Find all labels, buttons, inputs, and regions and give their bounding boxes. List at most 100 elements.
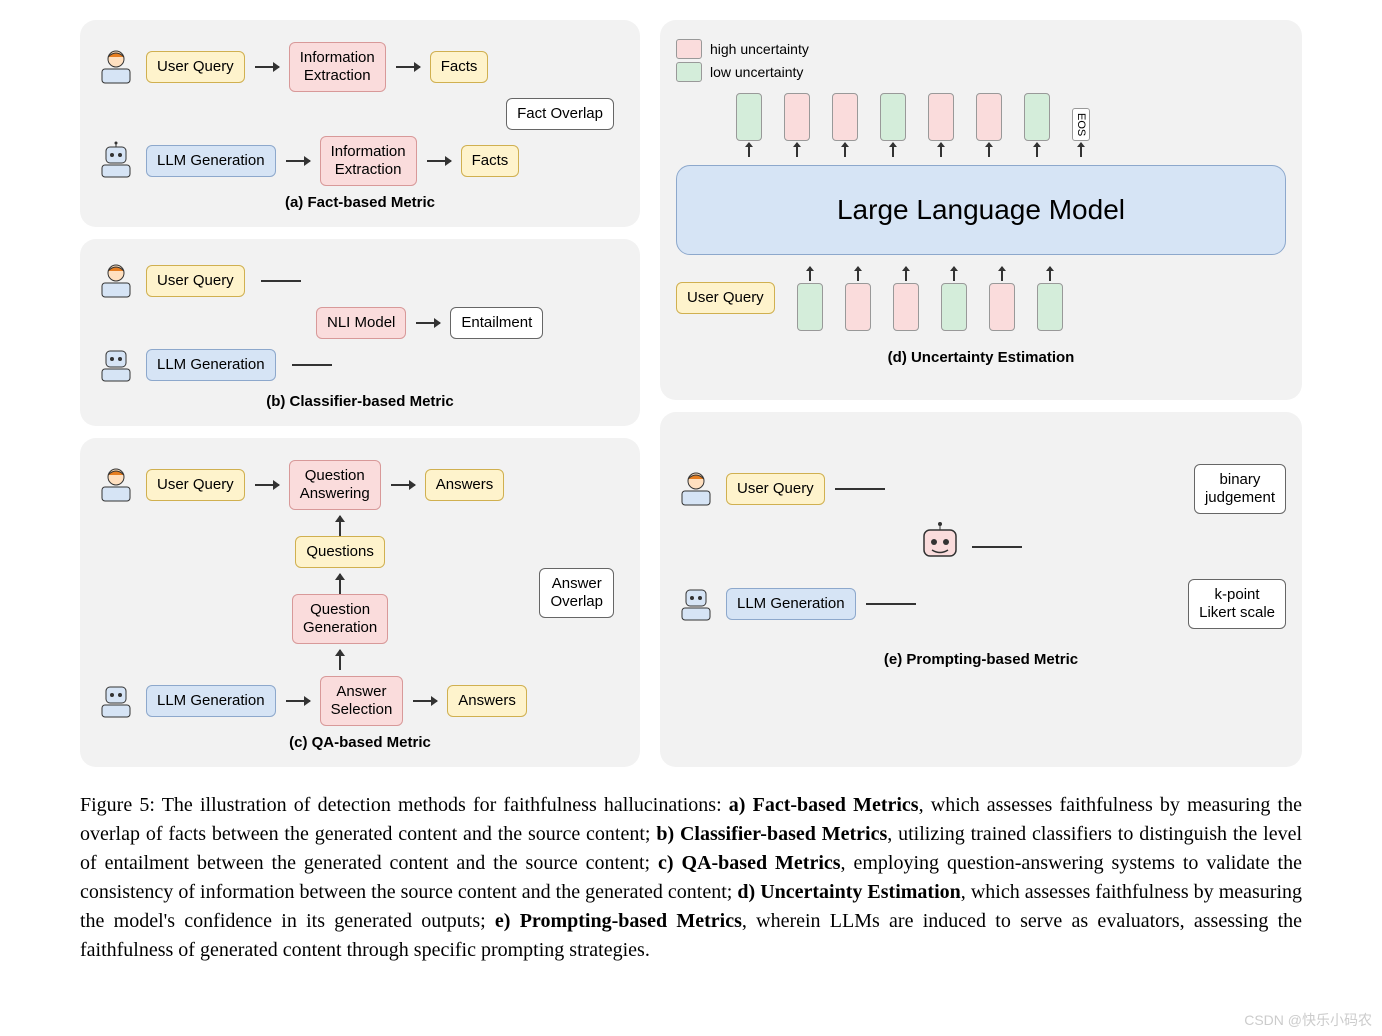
arrow-up-icon [1036, 143, 1038, 157]
token [797, 283, 823, 331]
arrow-up-icon [1049, 267, 1051, 281]
panel-a-title: (a) Fact-based Metric [96, 194, 624, 211]
panel-e-title: (e) Prompting-based Metric [676, 651, 1286, 668]
arrow-icon [396, 66, 420, 68]
llm-gen-box: LLM Generation [146, 145, 276, 177]
token [893, 283, 919, 331]
arrow-icon [391, 484, 415, 486]
arrow-up-icon [1001, 267, 1003, 281]
arrow-up-icon [953, 267, 955, 281]
legend-low-swatch [676, 62, 702, 82]
output-token-row: EOS [736, 93, 1286, 159]
caption-a-title: a) Fact-based Metrics [729, 794, 919, 816]
token [989, 283, 1015, 331]
arrow-up-icon [796, 143, 798, 157]
arrow-up-icon [339, 516, 341, 536]
connector [866, 603, 916, 605]
robot-icon [96, 345, 136, 385]
facts-box: Facts [430, 51, 489, 83]
llm-gen-box: LLM Generation [146, 349, 276, 381]
evaluator-robot-icon [916, 520, 964, 573]
user-query-box: User Query [146, 469, 245, 501]
arrow-icon [286, 160, 310, 162]
user-icon [96, 261, 136, 301]
user-icon [676, 469, 716, 509]
likert-box: k-point Likert scale [1188, 579, 1286, 629]
token [880, 93, 906, 141]
token [1024, 93, 1050, 141]
qa-box: Question Answering [289, 460, 381, 510]
eos-token: EOS [1072, 108, 1090, 141]
arrow-icon [286, 700, 310, 702]
arrow-up-icon [940, 143, 942, 157]
answers-box: Answers [447, 685, 527, 717]
token [736, 93, 762, 141]
panel-d: high uncertainty low uncertainty EOS Lar… [660, 20, 1302, 400]
arrow-up-icon [339, 650, 341, 670]
panel-a: User Query Information Extraction Facts … [80, 20, 640, 227]
user-icon [96, 47, 136, 87]
qgen-box: Question Generation [292, 594, 388, 644]
arrow-icon [416, 322, 440, 324]
user-query-box: User Query [146, 265, 245, 297]
arrow-up-icon [339, 574, 341, 594]
legend-high-swatch [676, 39, 702, 59]
nli-box: NLI Model [316, 307, 406, 339]
arrow-up-icon [988, 143, 990, 157]
arrow-icon [413, 700, 437, 702]
caption-lead: Figure 5: The illustration of detection … [80, 794, 729, 816]
token [928, 93, 954, 141]
panel-c: User Query Question Answering Answers Qu… [80, 438, 640, 767]
token [832, 93, 858, 141]
caption-e-title: e) Prompting-based Metrics [495, 910, 742, 932]
watermark: CSDN @快乐小码农 [1244, 1010, 1372, 1030]
token [845, 283, 871, 331]
answer-overlap-box: Answer Overlap [539, 568, 614, 618]
panel-d-title: (d) Uncertainty Estimation [676, 349, 1286, 366]
robot-icon [96, 141, 136, 181]
token [1037, 283, 1063, 331]
llm-gen-box: LLM Generation [146, 685, 276, 717]
left-column: User Query Information Extraction Facts … [80, 20, 640, 767]
user-query-box: User Query [146, 51, 245, 83]
ans-sel-box: Answer Selection [320, 676, 404, 726]
panel-b-title: (b) Classifier-based Metric [96, 393, 624, 410]
info-extraction-box: Information Extraction [320, 136, 417, 186]
robot-icon [96, 681, 136, 721]
arrow-up-icon [857, 267, 859, 281]
llm-gen-box: LLM Generation [726, 588, 856, 620]
panel-e: User Query binary judgement LLM Generati… [660, 412, 1302, 767]
arrow-up-icon [809, 267, 811, 281]
arrow-up-icon [905, 267, 907, 281]
binary-box: binary judgement [1194, 464, 1286, 514]
connector [292, 364, 332, 366]
answers-box: Answers [425, 469, 505, 501]
facts-box: Facts [461, 145, 520, 177]
arrow-up-icon [1080, 143, 1082, 157]
figure-caption: Figure 5: The illustration of detection … [80, 791, 1302, 965]
right-column: high uncertainty low uncertainty EOS Lar… [660, 20, 1302, 767]
token [976, 93, 1002, 141]
panel-b: User Query NLI Model Entailment LLM Gene… [80, 239, 640, 426]
arrow-up-icon [748, 143, 750, 157]
input-token-row: User Query [676, 265, 1286, 331]
connector [261, 280, 301, 282]
connector [835, 488, 885, 490]
fact-overlap-box: Fact Overlap [506, 98, 614, 130]
info-extraction-box: Information Extraction [289, 42, 386, 92]
user-query-box: User Query [676, 282, 775, 314]
user-query-box: User Query [726, 473, 825, 505]
arrow-icon [427, 160, 451, 162]
token [941, 283, 967, 331]
legend-high-label: high uncertainty [710, 41, 809, 57]
connector [972, 546, 1022, 548]
panel-c-title: (c) QA-based Metric [96, 734, 624, 751]
arrow-icon [255, 66, 279, 68]
arrow-up-icon [844, 143, 846, 157]
user-icon [96, 465, 136, 505]
diagram-container: User Query Information Extraction Facts … [80, 20, 1302, 767]
arrow-icon [255, 484, 279, 486]
legend-low-label: low uncertainty [710, 64, 803, 80]
caption-c-title: c) QA-based Metrics [658, 852, 841, 874]
llm-big-box: Large Language Model [676, 165, 1286, 255]
